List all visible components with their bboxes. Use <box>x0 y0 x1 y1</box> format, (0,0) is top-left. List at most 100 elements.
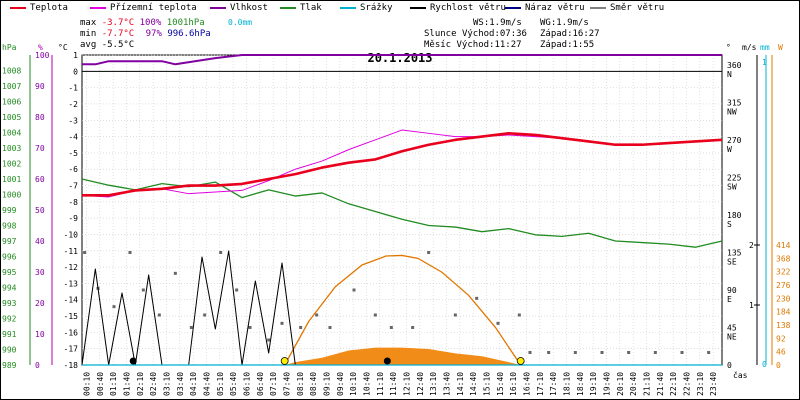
pressure-tick: 993 <box>2 299 17 308</box>
rain-axis-unit: mm <box>760 43 770 52</box>
pressure-tick: 1008 <box>2 67 21 76</box>
solar-tick: 414 <box>776 241 791 250</box>
legend-swatch <box>505 6 521 9</box>
temp-tick: -15 <box>64 312 79 321</box>
winddir-tick: N <box>727 70 732 79</box>
moon-label: Měsíc <box>424 40 452 50</box>
winddir-tick: 360 <box>727 61 742 70</box>
temp-tick: -3 <box>68 116 78 125</box>
solar-tick: 92 <box>776 334 786 343</box>
temp-tick: -14 <box>64 296 79 305</box>
winddir-tick: 45 <box>727 324 737 333</box>
temp-tick: -2 <box>68 100 78 109</box>
stat-max-temp: -3.7°C <box>101 18 135 28</box>
legend-swatch <box>410 6 426 9</box>
humidity-tick: 40 <box>35 237 45 246</box>
x-tick-label: 08:10 <box>296 372 305 396</box>
x-tick-label: 07:40 <box>282 372 291 396</box>
x-tick-label: 16:10 <box>509 372 518 396</box>
legend-tlak: Tlak <box>280 2 322 14</box>
wind-direction-dot <box>475 296 479 300</box>
x-tick-label: 19:10 <box>589 372 598 396</box>
humidity-tick: 80 <box>35 113 45 122</box>
x-tick-label: 01:40 <box>122 372 131 396</box>
stat-max-rain: 0.0mm <box>228 18 253 27</box>
pressure-tick: 998 <box>2 222 17 231</box>
x-tick-label: 07:10 <box>269 372 278 396</box>
wind-direction-dot <box>496 321 500 325</box>
humidity-axis-unit: % <box>38 43 43 52</box>
temperature-line <box>82 132 723 197</box>
legend-rychlost-vetru: Rychlost větru <box>410 2 506 14</box>
chart-title: 20.1.2013 <box>367 51 432 65</box>
windspeed-tick: 2 <box>749 241 754 250</box>
pressure-tick: 1004 <box>2 129 21 138</box>
x-tick-label: 03:40 <box>176 372 185 396</box>
x-tick-label: 02:10 <box>136 372 145 396</box>
humidity-tick: 0 <box>35 361 40 370</box>
x-tick-label: 21:10 <box>642 372 651 396</box>
pressure-tick: 1006 <box>2 98 21 107</box>
humidity-tick: 20 <box>35 299 45 308</box>
legend-srazky: Srážky <box>340 2 393 14</box>
x-tick-label: 05:40 <box>229 372 238 396</box>
x-tick-label: 14:10 <box>456 372 465 396</box>
x-tick-label: 14:40 <box>469 372 478 396</box>
humidity-tick: 50 <box>35 206 45 215</box>
legend-naraz-vetru: Náraz větru <box>505 2 585 14</box>
wind-direction-dot <box>573 351 577 354</box>
temp-tick: -9 <box>68 214 78 223</box>
x-tick-label: 04:10 <box>189 372 198 396</box>
stat-min-hum: 97% <box>145 29 162 39</box>
stat-wg: WG:1.9m/s <box>540 18 589 28</box>
stat-avg-row: avg -5.5°C <box>80 40 134 50</box>
winddir-tick: NE <box>727 333 737 342</box>
moonset-marker <box>129 357 137 365</box>
winddir-tick: S <box>727 220 732 229</box>
x-tick-label: 12:10 <box>402 372 411 396</box>
x-tick-label: 23:10 <box>696 372 705 396</box>
legend-swatch <box>590 6 606 9</box>
pressure-tick: 1005 <box>2 113 21 122</box>
wind-direction-dot <box>528 351 532 354</box>
x-tick-label: 09:40 <box>336 372 345 396</box>
temp-tick: -12 <box>64 263 79 272</box>
humidity-tick: 60 <box>35 175 45 184</box>
solar-tick: 46 <box>776 348 786 357</box>
wind-direction-dot <box>248 326 252 329</box>
x-tick-label: 19:40 <box>602 372 611 396</box>
solar-tick: 276 <box>776 281 791 290</box>
wind-direction-dot <box>219 251 223 254</box>
stat-max-row: max -3.7°C 100% 1001hPa <box>80 18 205 28</box>
temp-tick: -18 <box>64 361 79 370</box>
winddir-tick: W <box>727 145 732 154</box>
temp-tick: -5 <box>68 149 78 158</box>
windspeed-tick: 1 <box>749 301 754 310</box>
legend-prizemni-teplota: Přízemní teplota <box>90 2 197 14</box>
x-tick-label: 11:40 <box>389 372 398 396</box>
legend-swatch <box>90 6 106 9</box>
winddir-tick: 225 <box>727 174 742 183</box>
winddir-tick: 270 <box>727 136 742 145</box>
x-tick-label: 11:10 <box>376 372 385 396</box>
winddir-tick: E <box>727 295 732 304</box>
temp-tick: -11 <box>64 247 79 256</box>
sun-label: Slunce <box>424 29 457 39</box>
pressure-tick: 990 <box>2 346 17 355</box>
temp-tick: 0 <box>73 67 78 76</box>
winddir-tick: SW <box>727 183 737 192</box>
pressure-tick: 994 <box>2 284 17 293</box>
winddir-tick: NW <box>727 108 737 117</box>
sunset-time: Západ:16:27 <box>540 29 600 39</box>
winddir-axis-unit: ° <box>726 43 731 52</box>
wind-direction-dot <box>707 351 711 354</box>
x-tick-label: 21:40 <box>656 372 665 396</box>
solar-tick: 184 <box>776 308 791 317</box>
x-tick-label: 01:10 <box>109 372 118 396</box>
wind-direction-dot <box>315 313 319 317</box>
wind-direction-dot <box>267 338 271 342</box>
x-tick-label: 22:40 <box>682 372 691 396</box>
legend-swatch <box>340 6 356 9</box>
pressure-tick: 996 <box>2 253 17 262</box>
